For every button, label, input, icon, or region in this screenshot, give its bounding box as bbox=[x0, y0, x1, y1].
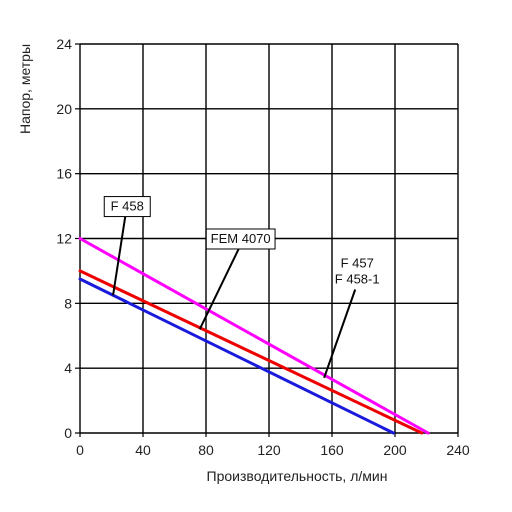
annotation-leader bbox=[323, 289, 357, 379]
series-line-s1 bbox=[78, 237, 430, 435]
x-tick-label: 120 bbox=[257, 442, 281, 458]
x-tick-label: 0 bbox=[76, 442, 84, 458]
annotation-leader bbox=[112, 216, 127, 296]
x-tick-label: 200 bbox=[383, 442, 407, 458]
annotation-label: F 458 bbox=[111, 199, 144, 214]
y-tick-label: 4 bbox=[64, 360, 72, 376]
x-tick-label: 240 bbox=[446, 442, 470, 458]
y-tick-label: 0 bbox=[64, 425, 72, 441]
y-tick-label: 24 bbox=[56, 36, 72, 52]
y-tick-label: 8 bbox=[64, 295, 72, 311]
x-tick-label: 40 bbox=[135, 442, 151, 458]
tick-labels: 0 40 80 120 160 200 240 0 4 8 12 16 20 24 bbox=[56, 36, 469, 458]
annotation-label: F 457 bbox=[341, 256, 374, 271]
y-tick-label: 12 bbox=[56, 231, 72, 247]
annotation-box bbox=[103, 196, 151, 218]
annotation-box bbox=[205, 228, 276, 250]
x-tick-label: 80 bbox=[198, 442, 214, 458]
annotation-label: FEM 4070 bbox=[211, 231, 271, 246]
series-line-s3 bbox=[78, 277, 395, 435]
x-tick-label: 160 bbox=[320, 442, 344, 458]
x-axis-title: Производительность, л/мин bbox=[207, 468, 388, 484]
y-tick-label: 16 bbox=[56, 166, 72, 182]
annotation-label: F 458-1 bbox=[335, 272, 380, 287]
y-axis-title: Напор, метры bbox=[17, 44, 33, 134]
y-tick-label: 20 bbox=[56, 101, 72, 117]
grid bbox=[75, 43, 459, 437]
series-layer bbox=[78, 237, 430, 435]
annotation-leader bbox=[198, 248, 240, 330]
series-line-s2 bbox=[78, 269, 424, 435]
